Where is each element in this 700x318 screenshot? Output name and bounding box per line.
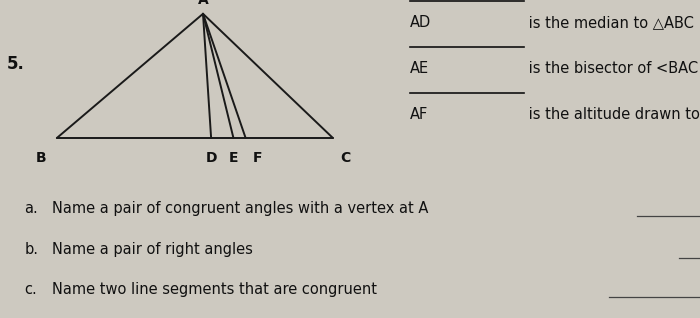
Text: D: D bbox=[205, 151, 217, 165]
Text: AE: AE bbox=[410, 61, 428, 76]
Text: c.: c. bbox=[25, 282, 37, 297]
Text: Name a pair of right angles: Name a pair of right angles bbox=[52, 242, 253, 257]
Text: C: C bbox=[340, 151, 350, 165]
Text: b.: b. bbox=[25, 242, 38, 257]
Text: E: E bbox=[229, 151, 238, 165]
Text: A: A bbox=[197, 0, 209, 7]
Text: AF: AF bbox=[410, 107, 428, 122]
Text: is the altitude drawn to: is the altitude drawn to bbox=[524, 107, 700, 122]
Text: AD: AD bbox=[410, 15, 430, 30]
Text: Name two line segments that are congruent: Name two line segments that are congruen… bbox=[52, 282, 377, 297]
Text: 5.: 5. bbox=[7, 55, 25, 73]
Text: is the median to △ABC: is the median to △ABC bbox=[524, 15, 694, 30]
Text: Name a pair of congruent angles with a vertex at A: Name a pair of congruent angles with a v… bbox=[52, 201, 429, 216]
Text: is the bisector of <BAC: is the bisector of <BAC bbox=[524, 61, 699, 76]
Text: B: B bbox=[35, 151, 46, 165]
Text: F: F bbox=[253, 151, 262, 165]
Text: a.: a. bbox=[25, 201, 38, 216]
